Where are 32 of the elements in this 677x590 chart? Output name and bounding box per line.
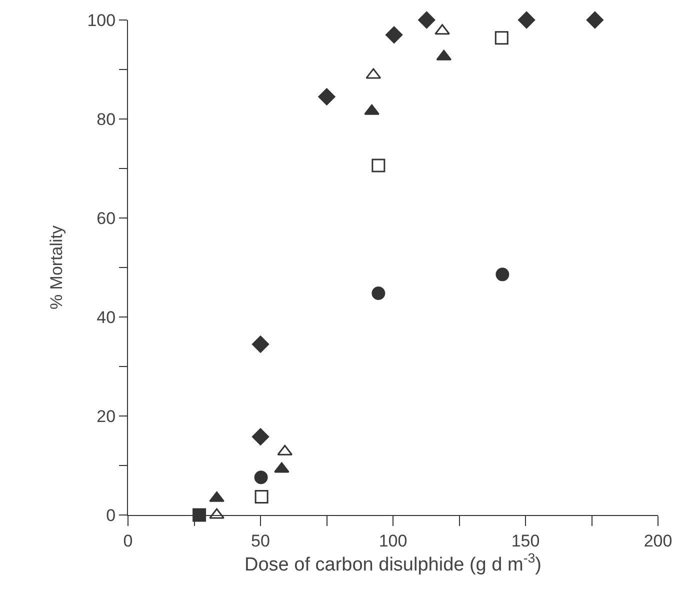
x-tick-label: 200 — [644, 531, 672, 550]
point — [252, 428, 270, 446]
x-tick-label: 0 — [123, 531, 133, 550]
y-tick-label: 40 — [96, 308, 116, 327]
y-tick-label: 100 — [87, 10, 116, 30]
point — [318, 88, 336, 106]
x-tick-label: 100 — [378, 531, 408, 550]
y-tick-label: 60 — [96, 208, 116, 228]
point — [209, 508, 224, 519]
point — [372, 158, 386, 172]
point — [386, 26, 403, 44]
x-tick-label: 50 — [251, 531, 270, 550]
x-tick-label: 150 — [511, 531, 540, 550]
y-axis-title: % Mortality — [46, 224, 66, 310]
point — [518, 11, 536, 29]
point — [252, 336, 270, 353]
y-tick-label: 80 — [96, 110, 116, 129]
y-tick-label: 20 — [96, 406, 116, 426]
point — [364, 104, 380, 115]
point — [496, 268, 510, 282]
point — [209, 491, 224, 502]
point — [372, 286, 386, 300]
point — [434, 24, 450, 35]
point — [254, 470, 268, 484]
point — [254, 490, 268, 504]
x-axis-title: Dose of carbon disulphide (g d m$^{-3}$) — [244, 550, 542, 576]
point — [192, 508, 206, 522]
point — [274, 462, 290, 473]
point — [418, 11, 436, 29]
y-tick-label: 0 — [106, 506, 116, 525]
point — [494, 31, 508, 45]
point — [586, 11, 604, 29]
